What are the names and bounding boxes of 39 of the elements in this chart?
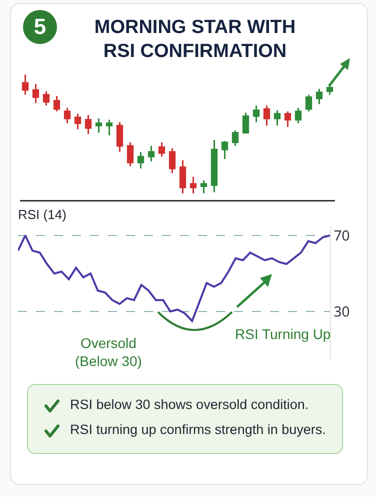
y-tick-label: 30 [334, 302, 350, 322]
chart-title: RSI (14) [18, 207, 66, 222]
candlestick [200, 180, 208, 194]
candlestick [210, 139, 218, 193]
candlestick [305, 94, 312, 112]
candlestick [263, 104, 270, 126]
annotation: RSI Turning Up [235, 326, 331, 342]
candlestick [221, 140, 228, 160]
candlestick [126, 142, 134, 167]
candlestick [179, 159, 186, 194]
candlestick [95, 118, 102, 134]
candlestick [22, 74, 29, 96]
candlestick [294, 107, 302, 124]
candlestick [53, 95, 60, 112]
y-tick-label: 70 [334, 226, 350, 246]
candlestick [274, 109, 281, 126]
candlestick [190, 176, 197, 194]
chart-title: MORNING STAR WITH RSI CONFIRMATION [93, 16, 297, 64]
annotation: Oversold (Below 30) [75, 335, 142, 370]
text: RSI below 30 shows oversold condition. [70, 397, 309, 412]
candlestick [148, 145, 155, 162]
candlestick [84, 114, 92, 135]
candlestick [242, 112, 250, 134]
candlestick [42, 90, 50, 106]
candlestick [64, 107, 71, 124]
candlestick [168, 148, 176, 174]
text: RSI turning up confirms strength in buyers. [70, 422, 326, 437]
candlestick [137, 151, 144, 170]
candlestick [158, 142, 166, 158]
candlestick [252, 104, 260, 123]
candlestick [232, 130, 239, 147]
candlestick [32, 83, 40, 104]
candlestick [326, 83, 334, 96]
candlestick [74, 113, 82, 130]
line-series [18, 234, 330, 322]
candlestick [116, 121, 124, 153]
candlestick [106, 118, 113, 136]
candlestick [316, 88, 323, 106]
candlestick [284, 110, 292, 128]
